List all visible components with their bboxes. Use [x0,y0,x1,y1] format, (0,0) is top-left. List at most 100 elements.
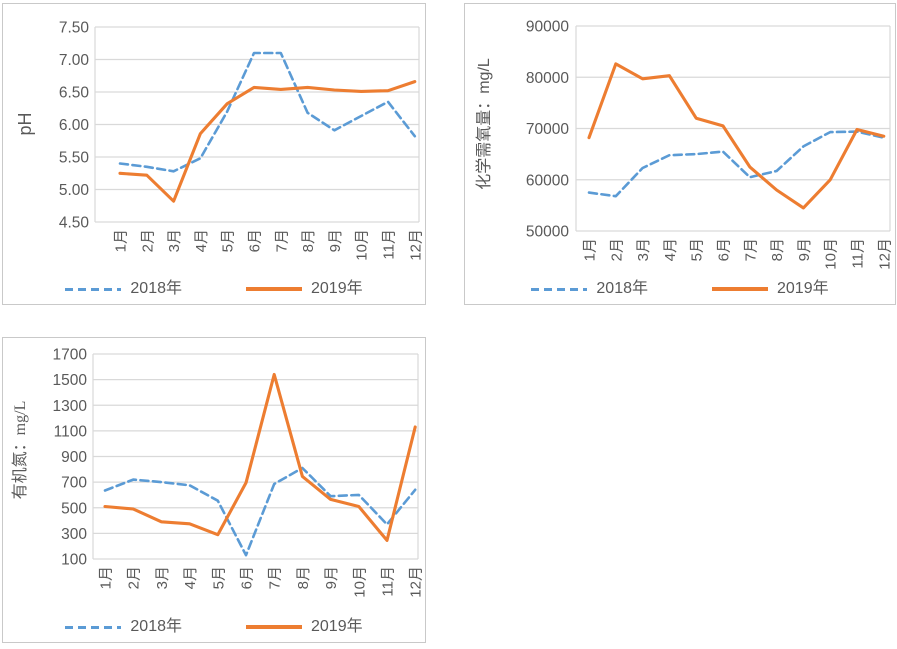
x-tick-label: 9月 [796,238,813,261]
chart-panel-ph: 4.50 5.00 5.50 6.00 6.50 7.00 7.50 1月 2月 3月 4月 5月 6月… [2,3,426,305]
series-line-2018年 [587,130,886,198]
x-tick-label: 3月 [154,566,171,589]
x-tick-label: 12月 [407,229,424,261]
x-tick-label: 11月 [850,238,867,269]
y-tick-label: 70000 [526,121,569,138]
legend-item-2018: 2018年 [65,619,182,635]
legend-dashed-line-swatch [65,287,122,291]
y-tick-label: 6.00 [59,117,90,134]
x-tick-label: 5月 [689,238,706,261]
x-tick-label: 7月 [273,229,290,252]
y-tick-label: 80000 [526,70,569,87]
x-tick-label: 9月 [323,566,340,589]
x-tick-label: 1月 [582,238,599,261]
y-tick-label: 6.50 [59,85,90,102]
x-tick-label: 2月 [608,238,625,261]
y-axis-tick-labels: 100 300 500 700 900 1100 1300 1500 1700 [53,347,88,569]
x-axis-tick-labels: 1月 2月 3月 4月 5月 6月 7月 8月 9月 10月 11月 12月 [113,229,425,261]
x-tick-label: 10月 [823,238,840,270]
ph-legend: 2018年 2019年 [3,281,425,297]
x-tick-label: 3月 [166,229,183,252]
gridlines [92,353,419,560]
cod-line-chart: 50000 60000 70000 80000 90000 1月 2月 3月 4月 5月 6月 7月 8… [475,19,893,270]
chart-panel-cod: 50000 60000 70000 80000 90000 1月 2月 3月 4月 5月 6月 7月 8… [464,3,896,305]
ph-line-chart: 4.50 5.00 5.50 6.00 6.50 7.00 7.50 1月 2月 3月 4月 5月 6月… [15,20,425,261]
x-tick-label: 4月 [662,238,679,261]
y-axis-title: 化学需氧量：mg/L [475,58,493,190]
y-tick-label: 300 [61,526,87,543]
x-tick-label: 10月 [351,566,368,598]
series-line-2019年 [103,372,417,542]
series-line-2019年 [587,62,886,210]
y-tick-label: 1100 [54,423,88,440]
y-tick-label: 60000 [526,172,569,189]
gridlines [575,25,891,232]
x-tick-label: 2月 [126,566,143,589]
chart-panel-organic-nitrogen: 100 300 500 700 900 1100 1300 1500 1700 1月 2月 3月 4月 5… [2,337,426,643]
legend-item-2018: 2018年 [65,281,182,297]
x-tick-label: 4月 [182,566,199,589]
x-tick-label: 8月 [295,566,312,589]
legend-item-2018: 2018年 [531,281,648,297]
legend-label-2019: 2019年 [777,280,829,297]
y-tick-label: 1700 [53,347,88,364]
x-tick-label: 2月 [139,229,156,252]
y-tick-label: 7.50 [59,20,90,37]
x-tick-label: 11月 [380,566,397,597]
x-tick-label: 5月 [210,566,227,589]
y-axis-tick-labels: 4.50 5.00 5.50 6.00 6.50 7.00 7.50 [59,20,90,232]
legend-label-2019: 2019年 [311,618,363,635]
x-tick-label: 4月 [193,229,210,252]
legend-solid-line-swatch [712,287,768,291]
y-tick-label: 50000 [526,224,569,241]
legend-label-2018: 2018年 [596,280,648,297]
y-tick-label: 100 [61,552,87,569]
x-axis-tick-labels: 1月 2月 3月 4月 5月 6月 7月 8月 9月 10月 11月 12月 [98,566,425,598]
x-tick-label: 7月 [267,566,284,589]
legend-label-2018: 2018年 [130,280,182,297]
y-tick-label: 500 [61,500,87,517]
y-tick-label: 900 [61,449,87,466]
cod-legend: 2018年 2019年 [465,281,895,297]
y-tick-label: 700 [61,475,87,492]
legend-label-2018: 2018年 [130,618,182,635]
series-line-2018年 [103,466,417,557]
legend-dashed-line-swatch [65,625,122,629]
y-tick-label: 4.50 [59,215,90,232]
x-tick-label: 1月 [98,566,115,589]
y-tick-label: 1500 [53,372,88,389]
x-tick-label: 12月 [408,566,425,598]
legend-solid-line-swatch [246,287,302,291]
y-tick-label: 5.50 [59,150,90,167]
y-tick-label: 7.00 [59,52,90,69]
legend-dashed-line-swatch [531,287,588,291]
x-tick-label: 5月 [220,229,237,252]
y-axis-title: 有机氮：mg/L [11,401,29,500]
x-tick-label: 12月 [876,238,893,270]
legend-label-2019: 2019年 [311,280,363,297]
legend-solid-line-swatch [246,625,302,629]
series-line-2018年 [118,51,417,173]
x-tick-label: 3月 [635,238,652,261]
x-tick-label: 6月 [716,238,733,261]
gridlines [94,26,420,223]
x-tick-label: 6月 [247,229,264,252]
x-tick-label: 8月 [300,229,317,252]
y-tick-label: 5.00 [59,182,90,199]
x-tick-label: 7月 [742,238,759,261]
legend-item-2019: 2019年 [246,281,363,297]
y-tick-label: 90000 [526,19,569,36]
x-tick-label: 11月 [381,229,398,260]
x-tick-label: 9月 [327,229,344,252]
y-axis-tick-labels: 50000 60000 70000 80000 90000 [526,19,569,241]
organic-nitrogen-legend: 2018年 2019年 [3,619,425,635]
x-tick-label: 1月 [113,229,130,252]
y-axis-title: pH [15,112,35,135]
organic-nitrogen-line-chart: 100 300 500 700 900 1100 1300 1500 1700 1月 2月 3月 4月 5… [11,347,425,598]
series-line-2019年 [118,80,417,203]
x-tick-label: 6月 [239,566,256,589]
x-tick-label: 8月 [769,238,786,261]
legend-item-2019: 2019年 [712,281,829,297]
y-tick-label: 1300 [53,398,88,415]
